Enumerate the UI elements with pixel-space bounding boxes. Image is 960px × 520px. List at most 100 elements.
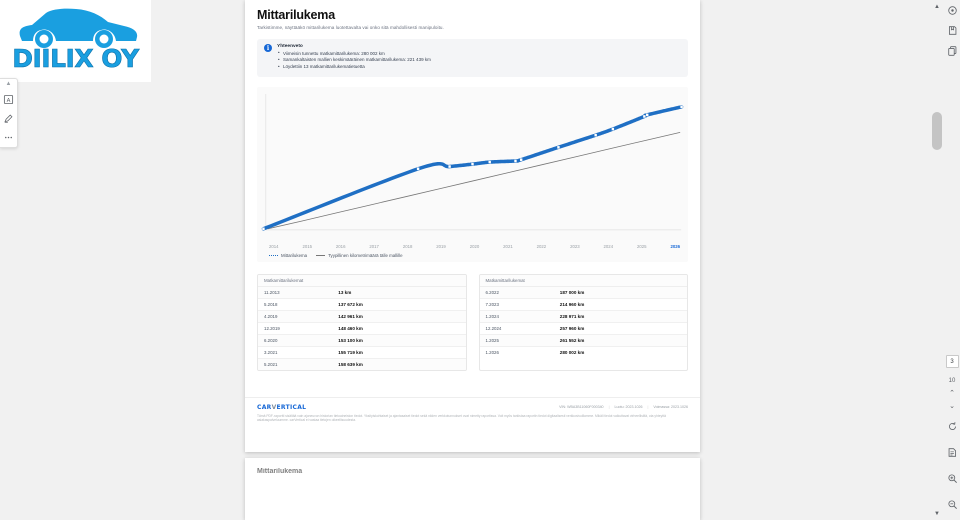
cell-value: 137 672 km — [338, 301, 363, 307]
table-row: 5.2018 137 672 km — [258, 299, 466, 311]
x-tick-current: 2026 — [670, 243, 680, 249]
legend-odometer: Mittarilukema — [269, 253, 307, 258]
highlight-icon[interactable] — [1, 111, 17, 126]
cell-date: 4.2019 — [264, 313, 278, 319]
table-row: 1.2025 261 552 km — [479, 334, 687, 347]
table-row: 1.2024 228 971 km — [479, 310, 687, 323]
more-options-icon[interactable] — [1, 130, 17, 145]
table-row: 12.2019 148 460 km — [258, 323, 466, 335]
logo-part-ertical: ERTICAL — [276, 403, 307, 411]
x-tick: 2014 — [269, 243, 279, 249]
bookmark-icon[interactable] — [944, 20, 960, 40]
car-silhouette-icon — [19, 8, 137, 48]
select-text-icon[interactable]: A — [1, 92, 17, 107]
page-total-label: 10 — [948, 378, 956, 384]
carvertical-logo: CARVERTICAL — [257, 404, 306, 411]
table-row: 7.2023 214 960 km — [479, 299, 687, 311]
next-page-button[interactable]: ⌄ — [949, 403, 955, 410]
pdf-page-3: Mittarilukema Tarkistimme, näyttääkö mit… — [245, 0, 700, 452]
table-row: 12.2024 257 960 km — [479, 323, 687, 335]
chart-data-point — [488, 160, 491, 163]
next-page-title: Mittarilukema — [257, 468, 303, 475]
view-mode-icon[interactable] — [944, 0, 960, 20]
divider: | — [608, 405, 610, 410]
page-subtitle: Tarkistimme, näyttääkö mittarilukema luo… — [257, 25, 444, 30]
cell-date: 1.2024 — [485, 313, 499, 319]
chart-data-point — [514, 159, 517, 162]
chart-data-point — [448, 164, 451, 168]
cell-date: 1.2026 — [485, 349, 499, 355]
footer-fine-print: Tämä PDF-raportti sisältää vain ajoneuvo… — [257, 413, 666, 423]
x-tick: 2017 — [369, 243, 379, 249]
document-scroll-area[interactable]: Mittarilukema Tarkistimme, näyttääkö mit… — [151, 0, 921, 520]
odometer-chart-card: 2014 2015 2016 2017 2018 2019 2020 2021 … — [257, 86, 688, 262]
company-logo-panel: DIILIX OY — [0, 0, 151, 82]
previous-page-button[interactable]: ⌃ — [949, 390, 955, 397]
scrollbar-thumb[interactable] — [932, 112, 942, 150]
summary-bullet-list: Viimeisin tunnettu matkamittarilukema: 2… — [277, 51, 681, 71]
zoom-in-button[interactable] — [944, 468, 960, 488]
table-row: 11.2013 13 km — [258, 286, 466, 299]
footer-vin: VIN: WBA3B11060F000340 — [559, 405, 604, 410]
odometer-table-right: Matkamittarilukemat 6.2022 187 000 km 7.… — [478, 273, 688, 371]
pdf-page-4: Mittarilukema — [245, 458, 700, 520]
cell-value: 187 000 km — [559, 289, 585, 295]
table-row: 5.2021 158 639 km — [258, 358, 466, 370]
x-tick: 2020 — [469, 243, 480, 249]
zoom-out-button[interactable] — [944, 494, 960, 514]
odometer-chart — [261, 91, 684, 243]
page-title: Mittarilukema — [257, 8, 335, 22]
logo-part-v: V — [271, 403, 277, 411]
footer-valid: Voimassa: 2023.1026 — [653, 405, 688, 410]
x-tick: 2022 — [536, 243, 547, 249]
chart-data-point — [471, 162, 474, 165]
cell-value: 158 639 km — [338, 361, 363, 367]
table-header: Matkamittarilukemat — [479, 274, 687, 287]
cell-date: 11.2013 — [264, 289, 280, 295]
table-row: 1.2026 280 002 km — [480, 347, 688, 358]
svg-text:A: A — [7, 98, 11, 104]
odometer-table-left: Matkamittarilukemat 11.2013 13 km 5.2018… — [257, 273, 467, 371]
scroll-up-icon[interactable]: ▲ — [934, 3, 940, 10]
cell-value: 153 100 km — [338, 337, 363, 343]
chart-data-point — [643, 114, 646, 118]
fit-page-button[interactable] — [944, 442, 960, 462]
cell-value: 228 971 km — [559, 313, 585, 319]
company-logo-text: DIILIX OY — [12, 44, 140, 74]
chart-data-point — [680, 105, 683, 108]
document-footer: CARVERTICAL VIN: WBA3B11060F000340 | Luo… — [245, 396, 700, 432]
chart-data-point — [416, 167, 420, 170]
summary-heading: Yhteenveto — [277, 43, 303, 49]
cell-value: 142 961 km — [338, 313, 363, 319]
cell-value: 155 719 km — [338, 349, 363, 355]
chart-legend: Mittarilukema Tyypillinen kilometrimäärä… — [261, 249, 684, 260]
summary-bullet: Viimeisin tunnettu matkamittarilukema: 2… — [277, 51, 681, 58]
cell-value: 280 002 km — [559, 349, 585, 355]
cell-value: 257 960 km — [559, 325, 585, 331]
collapse-toolbar-icon[interactable]: ▲ — [5, 81, 12, 87]
page-number-input[interactable]: 3 — [945, 355, 959, 368]
table-header: Matkamittarilukemat — [258, 274, 466, 287]
x-tick: 2016 — [335, 243, 346, 249]
footer-metadata: VIN: WBA3B11060F000340 | Luotu: 2023.102… — [559, 405, 688, 409]
cell-date: 12.2024 — [485, 325, 502, 331]
vertical-scrollbar[interactable]: ▲ ▼ — [930, 0, 944, 520]
x-tick: 2015 — [302, 243, 313, 249]
summary-bullet: Löydettiin 13 matkamittarilukematietuett… — [277, 64, 681, 71]
logo-part-car: CAR — [257, 403, 272, 411]
chart-data-point — [262, 227, 265, 230]
cell-date: 7.2023 — [485, 301, 499, 307]
info-icon: i — [264, 44, 272, 53]
scroll-down-icon[interactable]: ▼ — [934, 510, 940, 517]
chart-data-point — [611, 127, 615, 130]
chart-data-point — [646, 113, 649, 116]
rotate-button[interactable] — [944, 416, 960, 436]
copy-icon[interactable] — [944, 40, 960, 60]
table-row: 6.2020 153 100 km — [258, 334, 466, 347]
legend-swatch-solid — [316, 254, 326, 256]
annotation-toolbar: ▲ A — [0, 78, 18, 148]
viewer-toolbar: 3 10 ⌃ ⌄ — [944, 0, 960, 520]
legend-swatch-dotted — [269, 254, 278, 256]
cell-value: 148 460 km — [338, 325, 363, 331]
